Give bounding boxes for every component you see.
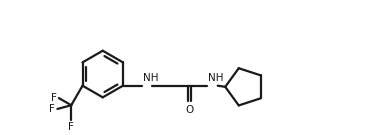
- Text: O: O: [185, 104, 193, 114]
- Text: F: F: [51, 93, 57, 103]
- Text: NH: NH: [143, 73, 158, 83]
- Text: NH: NH: [208, 73, 224, 83]
- Text: F: F: [68, 122, 74, 132]
- Text: F: F: [49, 104, 55, 114]
